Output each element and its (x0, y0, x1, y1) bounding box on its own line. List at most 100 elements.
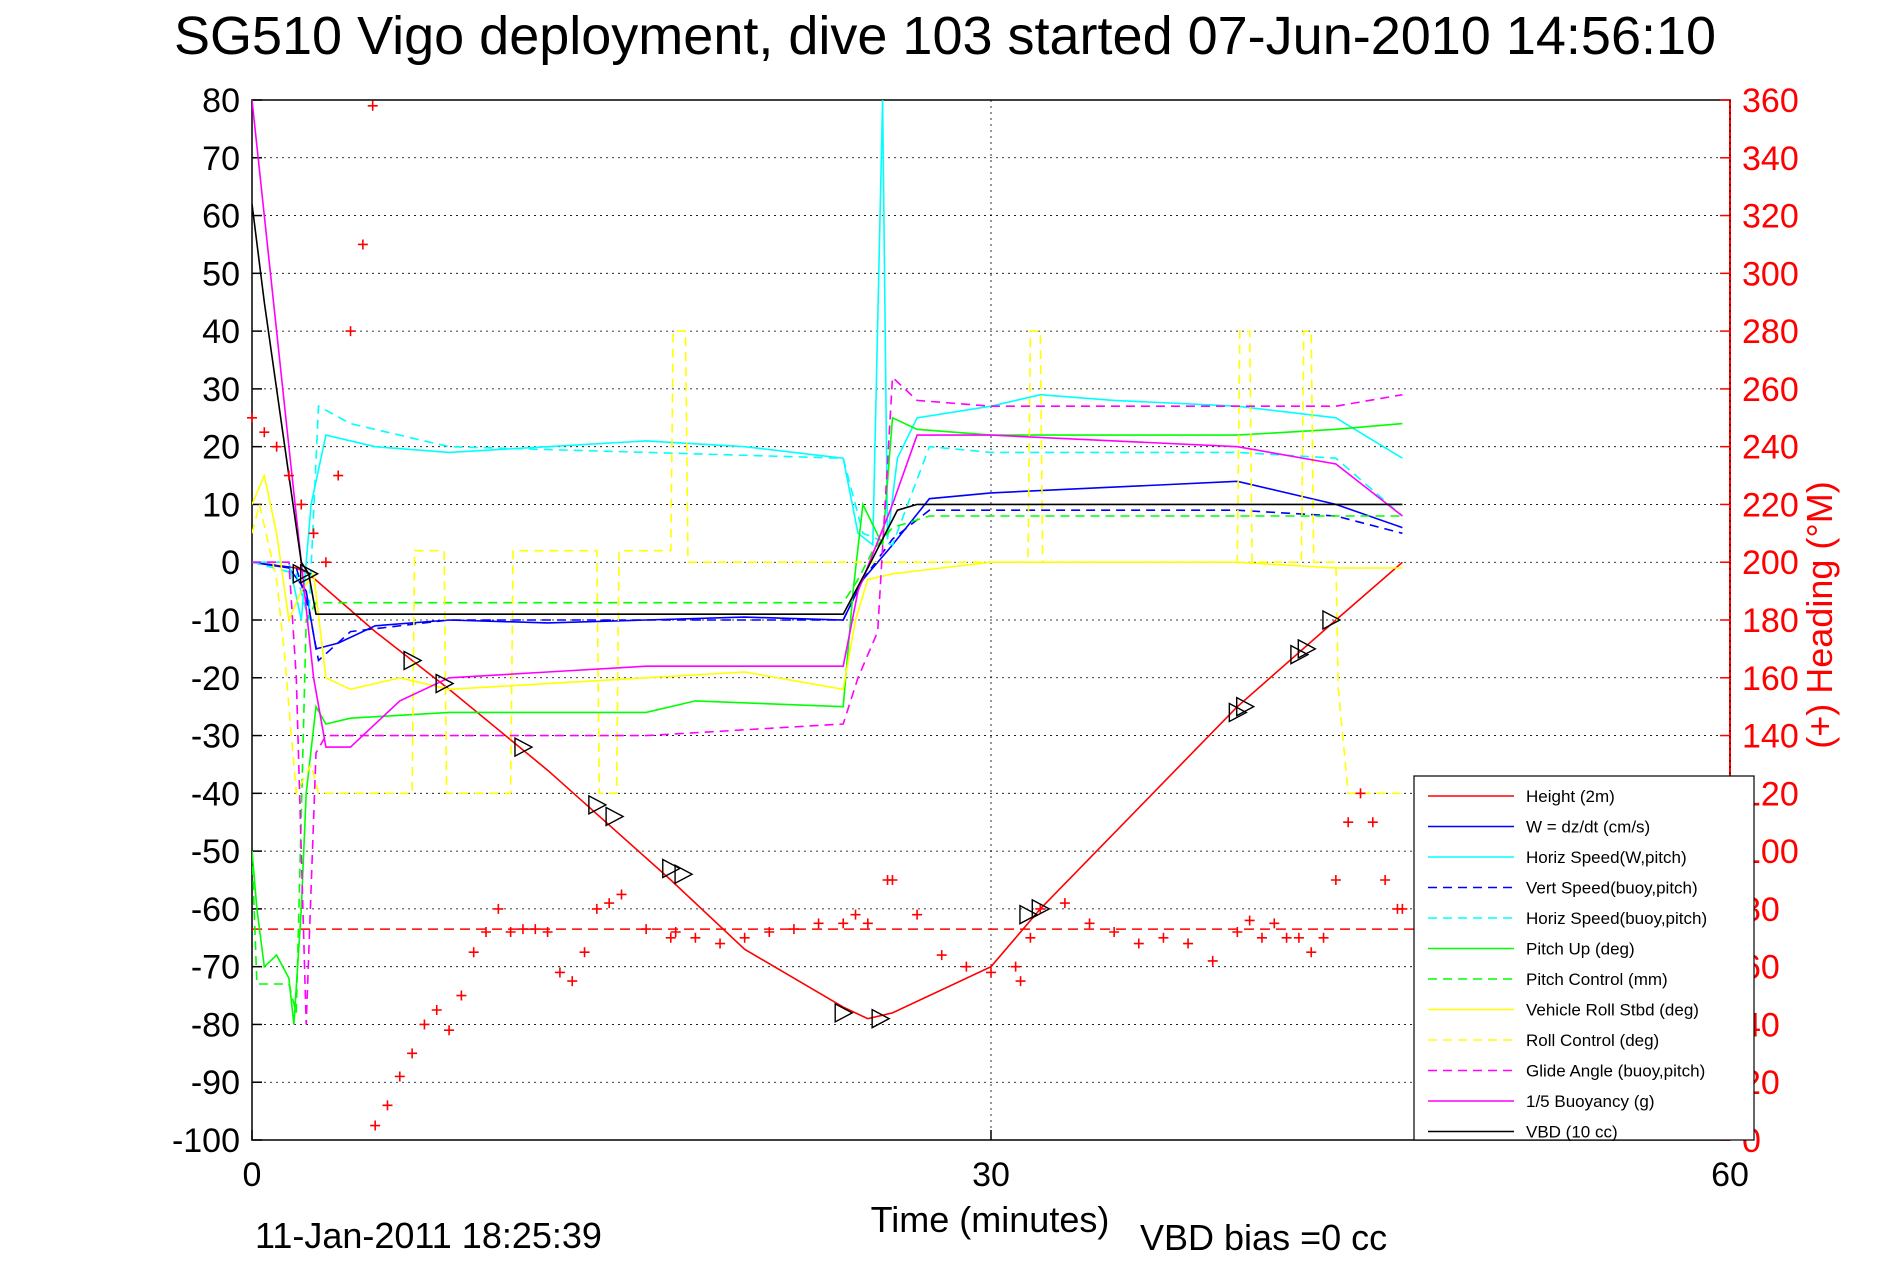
legend-box (1413, 775, 1755, 1141)
heading-point (1010, 961, 1021, 972)
x-tick-label: 30 (972, 1156, 1010, 1194)
y-tick-label: 20 (202, 429, 240, 467)
y2-tick-label: 160 (1742, 660, 1799, 698)
height-triangle-marker (292, 563, 312, 584)
y-tick-label: -50 (191, 833, 240, 871)
height-triangle-marker (1297, 638, 1317, 660)
heading-point (296, 499, 307, 510)
heading-point (370, 1120, 381, 1131)
y2-tick-label: 340 (1742, 140, 1799, 178)
heading-point (320, 557, 331, 568)
y2-tick-label: 180 (1742, 602, 1799, 640)
heading-point (961, 961, 972, 972)
y-tick-label: -70 (191, 949, 240, 987)
legend-label: Pitch Control (mm) (1526, 970, 1668, 989)
heading-point (715, 938, 726, 949)
heading-point (1109, 927, 1120, 937)
heading-point (1084, 918, 1095, 929)
height-triangle-marker (662, 858, 682, 879)
height-triangle-marker (1228, 702, 1248, 723)
footer-vbd-bias: VBD bias =0 cc (1140, 1217, 1387, 1258)
heading-point (505, 927, 516, 937)
heading-point (850, 909, 861, 920)
heading-point (604, 898, 615, 909)
heading-point (1367, 817, 1378, 828)
legend-label: W = dz/dt (cm/s) (1526, 818, 1650, 837)
heading-point (468, 947, 479, 958)
y-tick-label: 70 (202, 140, 240, 178)
height-triangle-marker (1031, 898, 1051, 920)
heading-point (517, 924, 528, 935)
heading-point (1269, 918, 1280, 929)
heading-point (579, 947, 590, 958)
heading-point (1306, 947, 1317, 958)
heading-point (481, 927, 492, 937)
legend-label: VBD (10 cc) (1526, 1123, 1618, 1142)
legend-label: Glide Angle (buoy,pitch) (1526, 1062, 1705, 1081)
heading-point (641, 924, 652, 935)
chart-title: SG510 Vigo deployment, dive 103 started … (174, 6, 1716, 66)
y-tick-label: 60 (202, 198, 240, 236)
heading-point (456, 990, 467, 1001)
heading-point (1397, 903, 1408, 914)
heading-point (1256, 932, 1267, 943)
y-tick-label: 50 (202, 255, 240, 293)
height-triangle-marker (403, 650, 423, 671)
heading-point (788, 924, 799, 935)
y-tick-label: -100 (172, 1122, 240, 1160)
legend-label: Roll Control (deg) (1526, 1031, 1659, 1050)
heading-point (591, 903, 602, 914)
heading-point (1035, 903, 1046, 914)
heading-point (690, 932, 701, 943)
heading-point (554, 967, 565, 978)
y2-tick-label: 320 (1742, 198, 1799, 236)
right-axis-label: (+) Heading (°M) (1799, 481, 1840, 748)
series-line-pitch-up-deg (252, 416, 1403, 1025)
heading-point (1281, 932, 1292, 943)
y-tick-label: 0 (221, 544, 240, 582)
legend-label: Height (2m) (1526, 787, 1615, 806)
series-line-w-dz-dt-cm-s (252, 480, 1403, 650)
heading-point (912, 909, 923, 920)
series-line-horiz-speed-w-pitch (252, 100, 1403, 621)
heading-point (1330, 875, 1341, 885)
heading-point (1343, 817, 1354, 828)
heading-point (367, 100, 378, 111)
heading-point (862, 918, 873, 929)
heading-point (247, 412, 257, 423)
heading-point (493, 903, 504, 914)
heading-point (407, 1048, 418, 1059)
legend-label: Horiz Speed(W,pitch) (1526, 848, 1687, 867)
y-tick-label: -80 (191, 1006, 240, 1044)
series-line-vert-speed-buoy-pitch (252, 509, 1403, 662)
heading-point (1183, 938, 1194, 949)
y-tick-label: -60 (191, 891, 240, 929)
y2-tick-label: 220 (1742, 486, 1799, 524)
heading-point (567, 976, 578, 987)
heading-point (394, 1071, 405, 1082)
y-tick-label: 80 (202, 82, 240, 120)
height-triangle-marker (834, 1002, 854, 1024)
heading-point (1318, 932, 1329, 943)
heading-point (1158, 932, 1169, 943)
series-line-1-5-buoyancy-g (252, 100, 1403, 748)
height-triangle-marker (299, 563, 320, 584)
legend-label: Pitch Up (deg) (1526, 940, 1635, 959)
heading-point (1232, 927, 1243, 937)
heading-point (1244, 915, 1255, 926)
height-triangle-marker (1322, 609, 1342, 631)
height-triangle-marker (871, 1008, 891, 1029)
heading-point (670, 927, 681, 937)
x-tick-label: 0 (243, 1156, 262, 1194)
heading-point (271, 441, 282, 452)
heading-point (283, 470, 294, 481)
series-line-horiz-speed-buoy-pitch (252, 404, 1403, 621)
y-tick-label: -10 (191, 602, 240, 640)
series-line-glide-angle-buoy-pitch (252, 375, 1403, 1025)
heading-point (1059, 898, 1070, 909)
heading-point (1380, 875, 1391, 885)
heading-point (1133, 938, 1144, 949)
x-axis-label: Time (minutes) (871, 1199, 1110, 1240)
heading-point (1293, 932, 1304, 943)
heading-point (739, 932, 750, 943)
